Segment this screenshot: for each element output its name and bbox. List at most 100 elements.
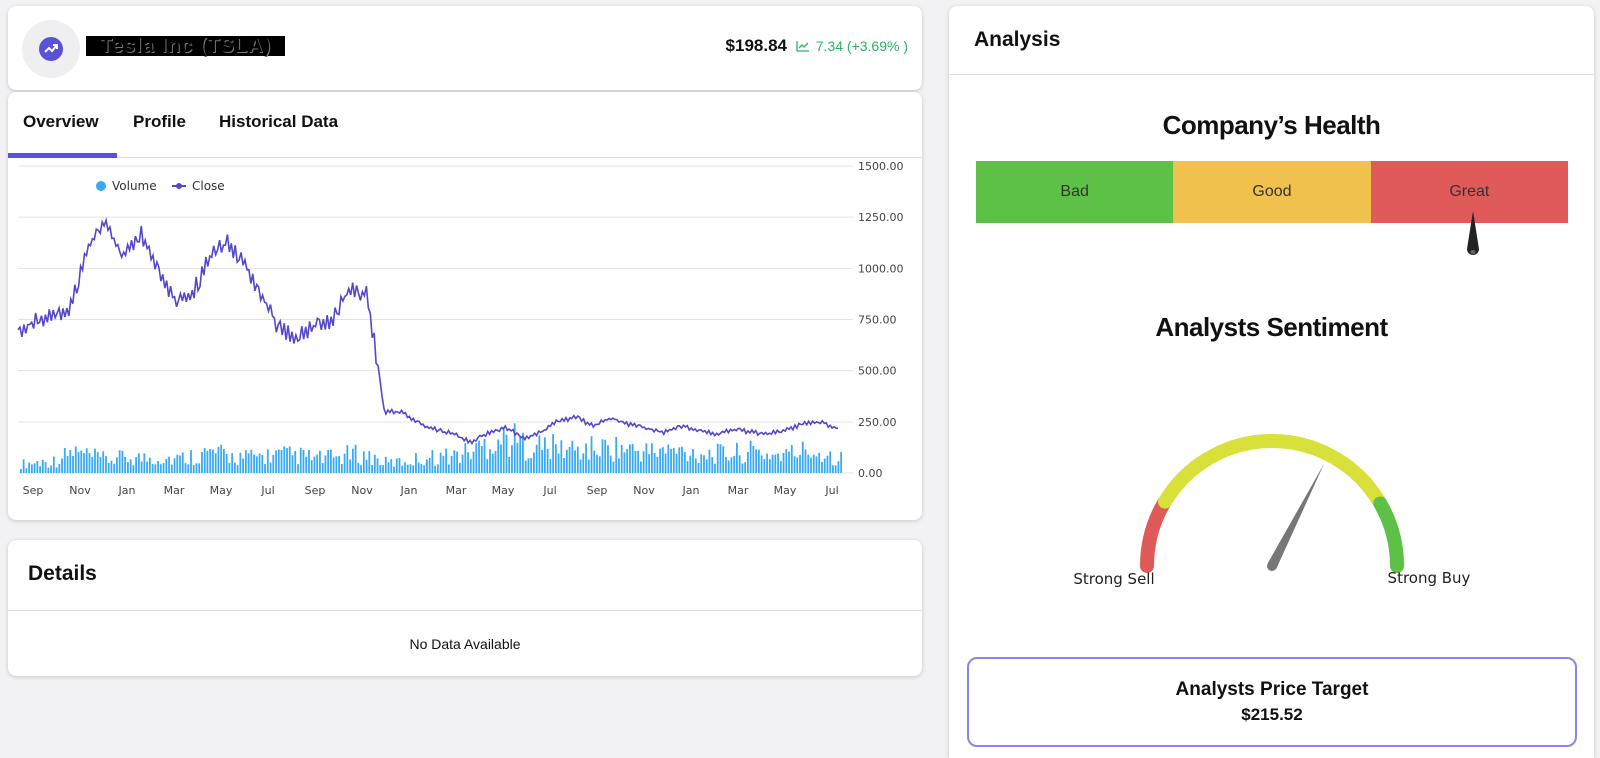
details-card: Details No Data Available <box>8 540 922 676</box>
active-tab-indicator <box>8 153 117 158</box>
volume-bar <box>626 449 629 473</box>
tab-overview[interactable]: Overview <box>23 112 99 131</box>
volume-bar <box>190 450 192 473</box>
no-data-message: No Data Available <box>409 636 521 652</box>
gauge-arc-segment <box>1373 496 1405 573</box>
tab-bar: Overview Profile Historical Data <box>8 92 922 158</box>
volume-bar <box>768 459 771 473</box>
company-name-redacted: Tesla Inc (TSLA) <box>86 36 286 56</box>
volume-bar <box>672 448 675 473</box>
x-tick-label: Mar <box>164 484 185 497</box>
x-tick-label: Nov <box>351 484 373 497</box>
volume-bar <box>694 458 697 473</box>
y-tick-label: 1000.00 <box>858 262 904 275</box>
volume-bar <box>324 455 327 473</box>
volume-bar <box>316 454 319 473</box>
volume-bar <box>598 456 601 473</box>
volume-bar <box>612 461 615 473</box>
volume-bar <box>409 464 412 473</box>
health-title: Company’s Health <box>1162 110 1381 140</box>
volume-bar <box>491 453 494 473</box>
volume-bar <box>587 459 590 473</box>
volume-bar <box>346 445 349 473</box>
volume-bar <box>275 450 277 473</box>
volume-bar <box>198 463 201 473</box>
x-tick-label: Mar <box>728 484 749 497</box>
volume-bar <box>319 450 321 473</box>
volume-bar <box>746 452 749 473</box>
volume-bar <box>379 464 382 473</box>
gauge-arc-segment <box>1329 451 1387 509</box>
volume-bar <box>834 465 837 473</box>
volume-bar <box>220 444 223 473</box>
x-tick-label: Sep <box>305 484 326 497</box>
volume-bar <box>436 464 439 473</box>
volume-bar <box>105 456 107 473</box>
volume-bar <box>796 457 799 473</box>
volume-bar <box>804 449 807 473</box>
volume-bar <box>530 458 533 473</box>
legend-volume-label[interactable]: Volume <box>112 179 157 193</box>
volume-bar <box>426 459 428 473</box>
volume-bar <box>151 463 154 473</box>
volume-bar <box>730 457 733 473</box>
volume-bar <box>500 444 502 473</box>
volume-bar <box>107 463 110 473</box>
volume-bar <box>590 436 593 473</box>
x-tick-label: Jul <box>260 484 274 497</box>
volume-bar <box>288 446 291 473</box>
volume-bar <box>502 427 505 473</box>
x-tick-label: Nov <box>633 484 655 497</box>
volume-bar <box>579 459 582 473</box>
volume-bar <box>91 456 94 473</box>
volume-bar <box>390 459 393 473</box>
volume-bar <box>176 454 179 473</box>
volume-bar <box>568 446 571 473</box>
volume-bar <box>697 462 700 473</box>
volume-bar <box>195 463 198 473</box>
tab-profile[interactable]: Profile <box>133 112 186 131</box>
volume-bar <box>277 449 280 473</box>
legend-close-label[interactable]: Close <box>192 179 225 193</box>
volume-bar <box>63 447 66 473</box>
stock-price: $198.84 <box>725 36 787 55</box>
x-tick-label: Jan <box>682 484 700 497</box>
volume-bar <box>557 453 560 473</box>
volume-bar <box>799 454 801 473</box>
volume-bar <box>450 455 453 473</box>
x-tick-label: May <box>492 484 515 497</box>
volume-bar <box>124 456 127 473</box>
volume-bar <box>239 452 242 473</box>
volume-bar <box>349 459 351 473</box>
price-volume-chart: 1500.00 1250.00 1000.00 750.00 500.00 250.00 0… <box>17 160 904 497</box>
volume-bar <box>447 464 450 473</box>
volume-bar <box>201 451 203 473</box>
tab-historical-data[interactable]: Historical Data <box>219 112 339 131</box>
price-change-value: 7.34 (+3.69% ) <box>815 38 908 54</box>
volume-bar <box>574 450 576 473</box>
volume-bar <box>242 458 245 473</box>
volume-bar <box>72 456 74 473</box>
y-tick-label: 1500.00 <box>858 160 904 173</box>
volume-bar <box>738 455 741 473</box>
volume-bar <box>269 462 272 473</box>
volume-bar <box>642 451 645 473</box>
volume-bar <box>456 451 458 473</box>
volume-bar <box>154 464 157 473</box>
volume-bar <box>840 451 843 473</box>
volume-bar <box>299 447 302 473</box>
legend-close-marker <box>176 183 182 189</box>
gauge-needle-icon <box>1267 463 1325 569</box>
volume-bar <box>401 465 404 473</box>
volume-bar <box>475 443 478 473</box>
volume-bar <box>423 465 426 473</box>
volume-bar <box>393 466 395 473</box>
x-tick-label: May <box>774 484 797 497</box>
health-bar: Bad Good Great <box>976 161 1568 223</box>
health-segment-bad: Bad <box>976 161 1174 223</box>
volume-bar <box>711 457 714 473</box>
price-target-title: Analysts Price Target <box>1175 679 1369 700</box>
volume-bar <box>607 445 609 473</box>
volume-bar <box>645 443 648 473</box>
volume-bar <box>387 462 390 473</box>
